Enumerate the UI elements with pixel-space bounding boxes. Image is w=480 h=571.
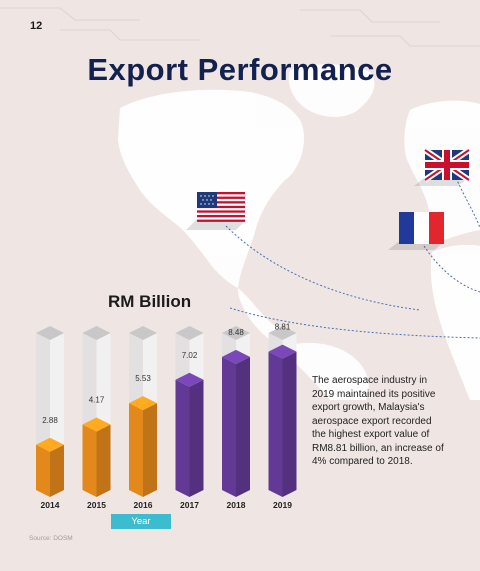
- data-label-2015: 4.17: [89, 396, 105, 405]
- bar-ghost-top: [36, 326, 64, 340]
- bar-top-2014: [36, 437, 64, 452]
- bar-front-2018: [222, 356, 236, 497]
- bar-ghost-top: [175, 326, 204, 340]
- bar-ghost-top: [268, 326, 297, 340]
- bar-front-2017: [175, 379, 190, 497]
- x-tick-label-2015: 2015: [87, 500, 106, 510]
- chart-title: RM Billion: [108, 292, 192, 311]
- x-tick-label-2019: 2019: [273, 500, 292, 510]
- circuit-lines: [0, 7, 480, 47]
- page-number: 12: [30, 20, 43, 32]
- bar-side-2015: [96, 424, 111, 497]
- x-tick-label-2017: 2017: [180, 500, 199, 510]
- body-text: The aerospace industry in 2019 maintaine…: [312, 375, 444, 467]
- bar-top-2015: [82, 417, 111, 432]
- bar-side-2019: [282, 351, 297, 497]
- bar-front-2014: [36, 444, 50, 497]
- x-tick-label-2018: 2018: [227, 500, 246, 510]
- bar-front-2015: [82, 424, 97, 497]
- bar-top-2019: [268, 344, 297, 359]
- bar-front-2019: [268, 351, 283, 497]
- bar-ghost-top: [82, 326, 111, 340]
- usa-flag: [186, 192, 246, 230]
- trade-routes: [225, 177, 480, 339]
- bar-ghost-top: [222, 326, 250, 340]
- data-label-2014: 2.88: [42, 416, 58, 425]
- bar-side-2018: [236, 356, 250, 497]
- france-flag: [388, 212, 444, 250]
- bar-side-2014: [50, 444, 64, 497]
- source-note: Source: DOSM: [29, 535, 73, 542]
- bar-ghost-top: [129, 326, 157, 340]
- bar-side-2016: [143, 403, 157, 497]
- data-label-2017: 7.02: [182, 351, 198, 360]
- x-tick-label-2016: 2016: [134, 500, 153, 510]
- x-axis-label: Year: [111, 514, 171, 529]
- data-label-2019: 8.81: [275, 323, 291, 332]
- bar-top-2018: [222, 349, 250, 364]
- bar-top-2017: [175, 372, 204, 387]
- continents: [118, 64, 480, 400]
- page-title: Export Performance: [87, 52, 393, 87]
- bar-front-2016: [129, 403, 143, 497]
- data-label-2016: 5.53: [135, 374, 151, 383]
- bar-side-2017: [189, 379, 204, 497]
- data-label-2018: 8.48: [228, 328, 244, 337]
- bar-top-2016: [129, 396, 157, 411]
- uk-flag: [414, 147, 471, 186]
- x-tick-label-2014: 2014: [41, 500, 60, 510]
